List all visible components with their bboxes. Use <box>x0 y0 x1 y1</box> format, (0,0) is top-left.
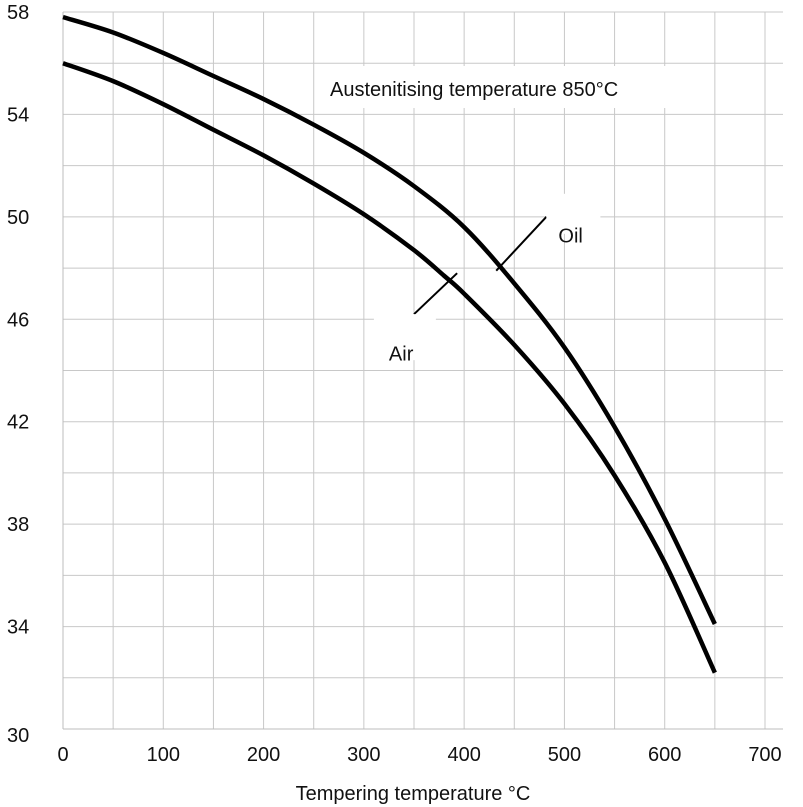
y-tick-label: 30 <box>7 725 29 747</box>
x-tick-label: 0 <box>57 744 68 766</box>
y-tick-label: 42 <box>7 412 29 434</box>
oil-label: Oil <box>558 225 582 247</box>
oil-leader-line <box>495 216 548 272</box>
x-tick-label: 500 <box>548 744 581 766</box>
x-axis-title: Tempering temperature °C <box>296 783 531 805</box>
x-tick-label: 400 <box>447 744 480 766</box>
oil-label-background <box>546 193 601 234</box>
air-label: Air <box>389 343 414 365</box>
grid <box>62 11 783 730</box>
y-tick-label: 46 <box>7 309 29 331</box>
axes <box>62 12 783 730</box>
y-tick-label: 34 <box>7 617 29 639</box>
y-tick-label: 38 <box>7 514 29 536</box>
x-tick-labels: 0 100 200 300 400 500 600 700 <box>57 744 781 766</box>
y-tick-label: 54 <box>7 104 29 126</box>
series-labels: Oil Air <box>373 193 601 365</box>
air-leader-line <box>413 272 458 315</box>
x-tick-label: 700 <box>748 744 781 766</box>
y-tick-labels: 30 34 38 42 46 50 54 58 <box>7 2 29 747</box>
series-line-air <box>62 61 717 674</box>
x-tick-label: 200 <box>247 744 280 766</box>
x-tick-label: 300 <box>347 744 380 766</box>
series-group <box>62 14 717 674</box>
annotation-background <box>320 66 712 108</box>
annotation-text: Austenitising temperature 850°C <box>330 79 618 101</box>
x-tick-label: 600 <box>648 744 681 766</box>
series-line-oil <box>62 14 717 625</box>
y-tick-label: 58 <box>7 2 29 24</box>
y-tick-label: 50 <box>7 207 29 229</box>
air-label-background <box>373 314 436 361</box>
x-tick-label: 100 <box>147 744 180 766</box>
